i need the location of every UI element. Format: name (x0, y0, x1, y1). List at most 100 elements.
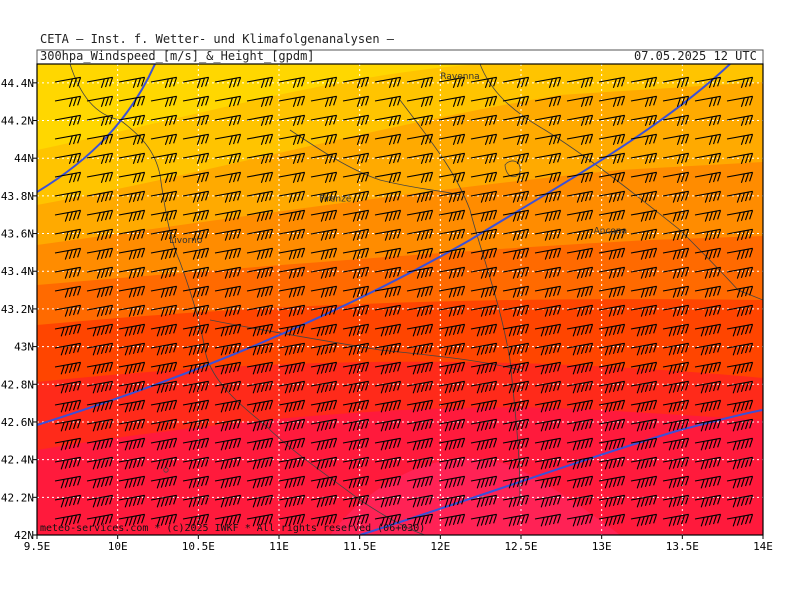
wind-barb (54, 171, 82, 183)
lon-tick-label: 11E (269, 540, 289, 553)
wind-barb (150, 247, 178, 260)
wind-barb (310, 171, 338, 183)
wind-barb (566, 190, 594, 203)
wind-barb (374, 190, 402, 203)
wind-barb (726, 437, 754, 451)
wind-barb (374, 418, 402, 432)
wind-barb (54, 380, 82, 394)
wind-barb (182, 418, 210, 432)
wind-barb (566, 95, 594, 107)
lat-tick-label: 43.8N (1, 190, 34, 203)
wind-barb (54, 209, 82, 222)
coastlines (69, 64, 763, 535)
wind-barb (278, 285, 306, 298)
wind-barb (374, 152, 402, 164)
wind-barb (534, 114, 562, 126)
wind-barb (598, 456, 626, 470)
lat-tick-label: 44.2N (1, 115, 34, 128)
wind-barb (438, 190, 466, 203)
wind-barb (438, 456, 466, 470)
wind-barb (662, 114, 690, 126)
wind-barb (54, 152, 82, 164)
wind-barb (662, 285, 690, 298)
wind-barb (438, 304, 466, 317)
wind-barb (598, 475, 626, 489)
wind-barb (342, 380, 370, 394)
wind-barb (310, 285, 338, 298)
wind-barb (150, 342, 178, 356)
wind-barb (470, 114, 498, 126)
wind-barb (566, 437, 594, 451)
wind-barb (214, 399, 242, 413)
wind-barb (726, 475, 754, 489)
wind-barb (598, 190, 626, 203)
wind-barb (406, 342, 434, 356)
wind-barb (694, 399, 722, 413)
wind-barb (374, 228, 402, 241)
wind-barb (566, 342, 594, 356)
wind-barb (182, 266, 210, 279)
wind-barb (86, 437, 114, 451)
wind-barb (374, 285, 402, 298)
wind-barb (54, 437, 82, 451)
lon-tick-label: 12.5E (504, 540, 537, 553)
wind-barb (470, 342, 498, 356)
place-label-ancona: Ancona (594, 227, 628, 237)
wind-barb (310, 475, 338, 489)
wind-barb (342, 228, 370, 241)
wind-barb (534, 171, 562, 183)
wind-barb (278, 418, 306, 432)
wind-barb (374, 380, 402, 394)
wind-barb (726, 513, 754, 527)
wind-barb (214, 247, 242, 260)
wind-barb (726, 133, 754, 145)
wind-barb (118, 76, 146, 88)
wind-barb (86, 323, 114, 337)
wind-barb (374, 513, 402, 527)
wind-barb (502, 247, 530, 260)
wind-barb (470, 76, 498, 88)
wind-barb (694, 266, 722, 279)
wind-barb (726, 304, 754, 317)
wind-barb (662, 475, 690, 489)
wind-barb (502, 95, 530, 107)
wind-barb (470, 361, 498, 375)
wind-barb (630, 380, 658, 394)
wind-barb (502, 418, 530, 432)
wind-barb (182, 494, 210, 508)
wind-barb (342, 475, 370, 489)
height-contour (37, 64, 156, 193)
wind-barb (438, 323, 466, 337)
wind-barb (566, 323, 594, 337)
lat-tick-label: 43.4N (1, 265, 34, 278)
island-outline (504, 160, 521, 178)
wind-barb (86, 456, 114, 470)
wind-barb (54, 513, 82, 527)
windspeed-band (37, 407, 763, 535)
wind-barb (278, 380, 306, 394)
wind-barb (470, 285, 498, 298)
wind-barb (630, 323, 658, 337)
wind-barb (406, 152, 434, 164)
wind-barb (150, 475, 178, 489)
wind-barb (694, 304, 722, 317)
wind-barb (150, 190, 178, 203)
wind-barb (566, 456, 594, 470)
wind-barb (598, 494, 626, 508)
wind-barb (118, 152, 146, 164)
wind-barb (694, 133, 722, 145)
wind-barb (246, 190, 274, 203)
wind-barb (310, 380, 338, 394)
institution-title: CETA – Inst. f. Wetter- und Klimafolgena… (40, 32, 395, 46)
wind-barb (502, 342, 530, 356)
wind-barb (566, 228, 594, 241)
wind-barb (118, 361, 146, 375)
wind-barb (598, 361, 626, 375)
wind-barb (662, 494, 690, 508)
wind-barb (214, 456, 242, 470)
wind-barb (374, 247, 402, 260)
header-box (36, 49, 764, 65)
wind-barb (214, 418, 242, 432)
wind-barb (662, 304, 690, 317)
wind-barb (150, 494, 178, 508)
